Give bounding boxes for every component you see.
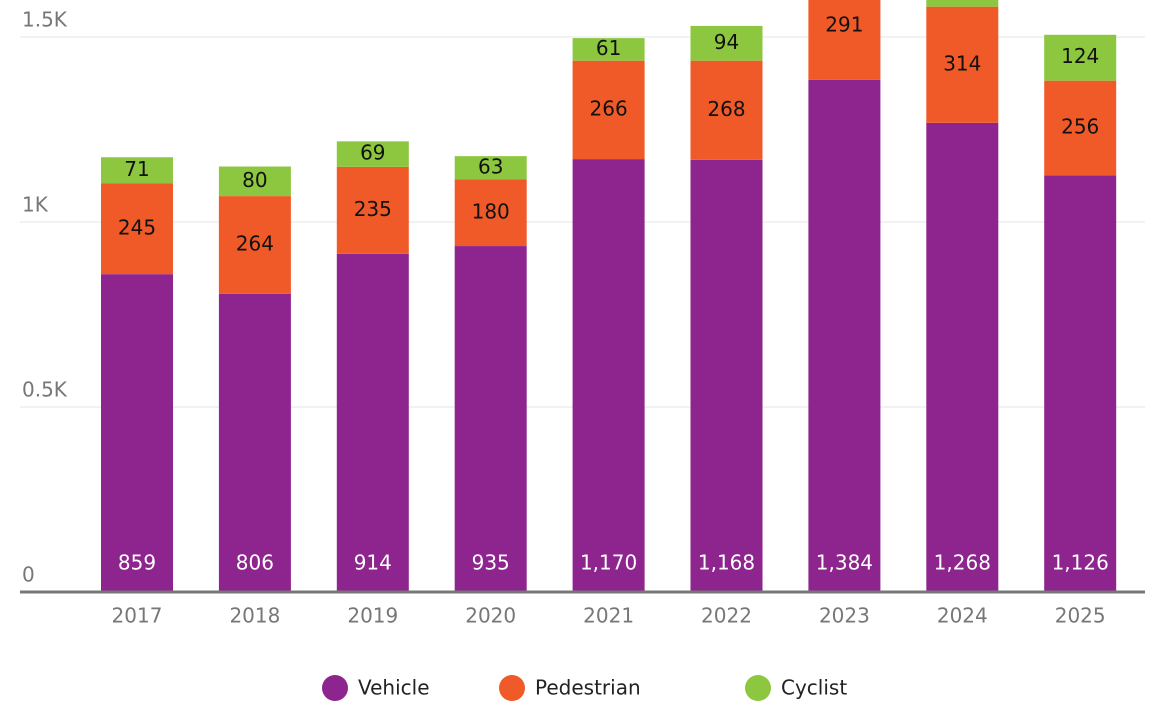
data-label: 1,126 (1052, 551, 1109, 575)
data-label: 71 (124, 157, 149, 181)
legend-label: Vehicle (358, 676, 430, 700)
data-label: 61 (596, 36, 621, 60)
bar-segment (454, 156, 527, 180)
bar-segment (572, 159, 645, 592)
bar-segment (690, 60, 763, 160)
x-tick-label: 2019 (347, 604, 398, 628)
data-label: 1,268 (934, 551, 991, 575)
bar-segment (1044, 34, 1117, 81)
data-label: 69 (360, 141, 385, 165)
y-tick-label: 1K (22, 193, 49, 217)
legend-label: Cyclist (781, 676, 847, 700)
bar-segment (454, 246, 527, 593)
data-label: 291 (825, 13, 863, 37)
bar-segment (218, 166, 291, 197)
data-label: 245 (118, 215, 156, 239)
data-label: 94 (714, 30, 739, 54)
bar-segment (926, 122, 999, 592)
data-label: 63 (478, 154, 503, 178)
x-tick-label: 2022 (701, 604, 752, 628)
data-label: 124 (1061, 44, 1099, 68)
y-tick-label: 0 (22, 563, 35, 587)
y-tick-label: 1.5K (22, 8, 68, 32)
data-label: 268 (707, 97, 745, 121)
bar-segment (336, 166, 409, 254)
x-tick-label: 2017 (112, 604, 163, 628)
bar-segment (101, 274, 173, 592)
x-tick-label: 2024 (937, 604, 988, 628)
bar-segment (218, 196, 291, 294)
legend-swatch (499, 675, 525, 701)
bar-segment (808, 0, 881, 80)
bar-segment (218, 293, 291, 592)
x-tick-label: 2021 (583, 604, 634, 628)
x-tick-label: 2025 (1055, 604, 1106, 628)
data-label: 264 (236, 231, 274, 255)
bar-segment (690, 159, 763, 592)
data-label: 1,168 (698, 551, 755, 575)
bar-segment (336, 141, 409, 167)
x-tick-label: 2018 (229, 604, 280, 628)
bar-segment (101, 157, 173, 184)
bar-segment (101, 183, 173, 275)
legend-swatch (745, 675, 771, 701)
bar-segment (336, 253, 409, 592)
legend-swatch (322, 675, 348, 701)
y-tick-label: 0.5K (22, 378, 68, 402)
data-label: 235 (354, 197, 392, 221)
data-label: 914 (354, 551, 392, 575)
data-label: 80 (242, 168, 267, 192)
data-label: 859 (118, 551, 156, 575)
legend-label: Pedestrian (535, 676, 641, 700)
data-label: 256 (1061, 115, 1099, 139)
x-tick-label: 2020 (465, 604, 516, 628)
bar-segment (572, 60, 645, 160)
bar-segment (690, 25, 763, 61)
bar-segment (1044, 175, 1117, 592)
data-label: 806 (236, 551, 274, 575)
bar-segment (572, 38, 645, 61)
bar-segment (926, 6, 999, 123)
data-label: 314 (943, 51, 981, 75)
data-label: 935 (472, 551, 510, 575)
x-tick-label: 2023 (819, 604, 870, 628)
bar-segment (1044, 80, 1117, 176)
bar-segment (926, 0, 999, 7)
bar-segment (454, 179, 527, 247)
bar-segment (808, 79, 881, 593)
data-label: 1,384 (816, 551, 873, 575)
data-label: 266 (590, 96, 628, 120)
data-label: 180 (472, 199, 510, 223)
data-label: 1,170 (580, 551, 637, 575)
